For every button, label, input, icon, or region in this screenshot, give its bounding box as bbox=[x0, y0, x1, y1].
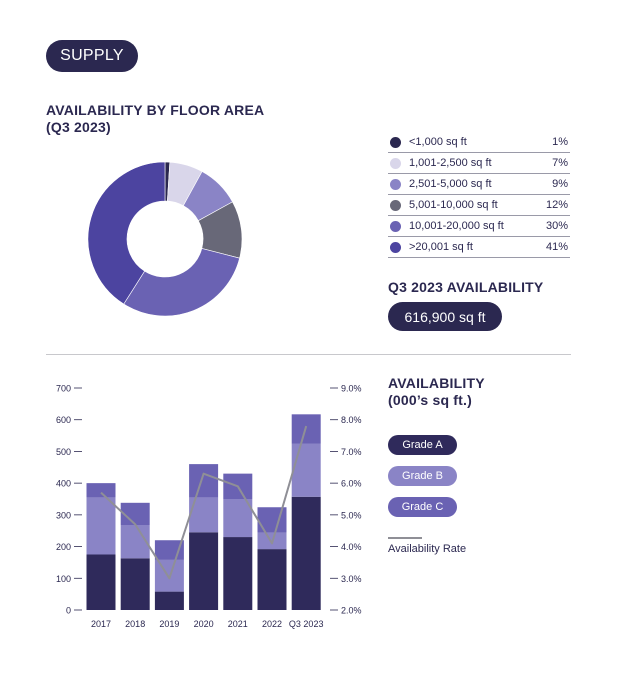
legend-grade-a: Grade A bbox=[388, 435, 457, 455]
x-tick-label: 2020 bbox=[194, 619, 214, 629]
bar-grade-b bbox=[291, 443, 321, 497]
bar-grade-a bbox=[86, 554, 116, 610]
legend-swatch bbox=[390, 157, 401, 169]
bar-grade-a bbox=[291, 496, 321, 610]
bar-subtitle-line: (000’s sq ft.) bbox=[388, 392, 472, 408]
bar-grade-b bbox=[86, 497, 116, 555]
legend-row: 10,001-20,000 sq ft 30% bbox=[388, 216, 570, 237]
availability-rate-line bbox=[100, 425, 308, 580]
legend-swatch bbox=[390, 241, 401, 253]
donut-slice-4 bbox=[123, 248, 240, 317]
bar-grade-a bbox=[189, 532, 219, 610]
y-tick-label: 700 bbox=[56, 384, 71, 394]
donut-title-line: AVAILABILITY BY FLOOR AREA bbox=[46, 102, 265, 118]
y2-tick-label: 2.0% bbox=[341, 606, 362, 616]
legend-label: <1,000 sq ft bbox=[409, 136, 467, 148]
legend-label: >20,001 sq ft bbox=[409, 241, 473, 253]
legend-value: 30% bbox=[545, 220, 568, 232]
availability-value-badge: 616,900 sq ft bbox=[388, 302, 502, 331]
legend-value: 9% bbox=[552, 178, 568, 190]
y2-tick-label: 4.0% bbox=[341, 542, 362, 552]
legend-label: 5,001-10,000 sq ft bbox=[409, 199, 498, 211]
x-tick-label: 2018 bbox=[125, 619, 145, 629]
bar-title-line: AVAILABILITY bbox=[388, 375, 485, 391]
legend-grade-c: Grade C bbox=[388, 497, 457, 517]
bar-grade-a bbox=[257, 549, 287, 610]
x-tick-label: 2022 bbox=[262, 619, 282, 629]
y-tick-label: 300 bbox=[56, 510, 71, 520]
y-tick-label: 0 bbox=[66, 606, 71, 616]
donut-chart-title: AVAILABILITY BY FLOOR AREA (Q3 2023) bbox=[46, 102, 306, 136]
legend-label: 1,001-2,500 sq ft bbox=[409, 157, 492, 169]
bar-grade-c bbox=[86, 483, 116, 498]
bar-grade-a bbox=[154, 591, 184, 610]
donut-legend: <1,000 sq ft 1% 1,001-2,500 sq ft 7% 2,501-5… bbox=[388, 132, 570, 258]
section-label-supply: SUPPLY bbox=[46, 40, 138, 72]
bar-grade-b bbox=[120, 525, 150, 559]
legend-swatch bbox=[390, 178, 401, 190]
legend-value: 12% bbox=[545, 199, 568, 211]
y2-tick-label: 6.0% bbox=[341, 479, 362, 489]
y-tick-label: 500 bbox=[56, 447, 71, 457]
bar-chart: 0 100 200 300 400 500 600 700 2.0% 3.0% 4.0% 5.0% 6.… bbox=[56, 384, 362, 630]
y2-tick-label: 7.0% bbox=[341, 447, 362, 457]
legend-value: 7% bbox=[552, 157, 568, 169]
legend-swatch bbox=[390, 220, 401, 232]
legend-row: 5,001-10,000 sq ft 12% bbox=[388, 195, 570, 216]
bar-grade-c bbox=[120, 502, 150, 526]
legend-rate-line bbox=[388, 537, 422, 539]
legend-grade-b: Grade B bbox=[388, 466, 457, 486]
legend-swatch bbox=[390, 136, 401, 148]
legend-label: 2,501-5,000 sq ft bbox=[409, 178, 492, 190]
legend-row: 2,501-5,000 sq ft 9% bbox=[388, 174, 570, 195]
availability-title: Q3 2023 AVAILABILITY bbox=[388, 279, 544, 295]
legend-rate-label: Availability Rate bbox=[388, 543, 467, 555]
legend-value: 41% bbox=[545, 241, 568, 253]
y2-tick-label: 9.0% bbox=[341, 384, 362, 394]
y2-tick-label: 8.0% bbox=[341, 415, 362, 425]
bar-grade-a bbox=[223, 537, 253, 610]
legend-row: 1,001-2,500 sq ft 7% bbox=[388, 153, 570, 174]
donut-slice-5 bbox=[87, 161, 166, 305]
y2-tick-label: 5.0% bbox=[341, 510, 362, 520]
y2-tick-label: 3.0% bbox=[341, 574, 362, 584]
y-tick-label: 200 bbox=[56, 542, 71, 552]
y-tick-label: 600 bbox=[56, 415, 71, 425]
legend-value: 1% bbox=[552, 136, 568, 148]
donut-subtitle-line: (Q3 2023) bbox=[46, 119, 111, 135]
x-tick-label: Q3 2023 bbox=[289, 619, 324, 629]
bar-grade-a bbox=[120, 558, 150, 610]
y-tick-label: 100 bbox=[56, 574, 71, 584]
x-tick-label: 2021 bbox=[228, 619, 248, 629]
legend-label: 10,001-20,000 sq ft bbox=[409, 220, 504, 232]
bar-chart-title: AVAILABILITY (000’s sq ft.) bbox=[388, 375, 485, 409]
section-divider bbox=[46, 354, 571, 355]
bar-grade-c bbox=[189, 464, 219, 498]
bar-grade-b bbox=[223, 499, 253, 538]
legend-row: >20,001 sq ft 41% bbox=[388, 237, 570, 258]
legend-row: <1,000 sq ft 1% bbox=[388, 132, 570, 153]
donut-chart bbox=[87, 161, 243, 317]
legend-swatch bbox=[390, 199, 401, 211]
x-tick-label: 2017 bbox=[91, 619, 111, 629]
y-tick-label: 400 bbox=[56, 479, 71, 489]
x-tick-label: 2019 bbox=[159, 619, 179, 629]
